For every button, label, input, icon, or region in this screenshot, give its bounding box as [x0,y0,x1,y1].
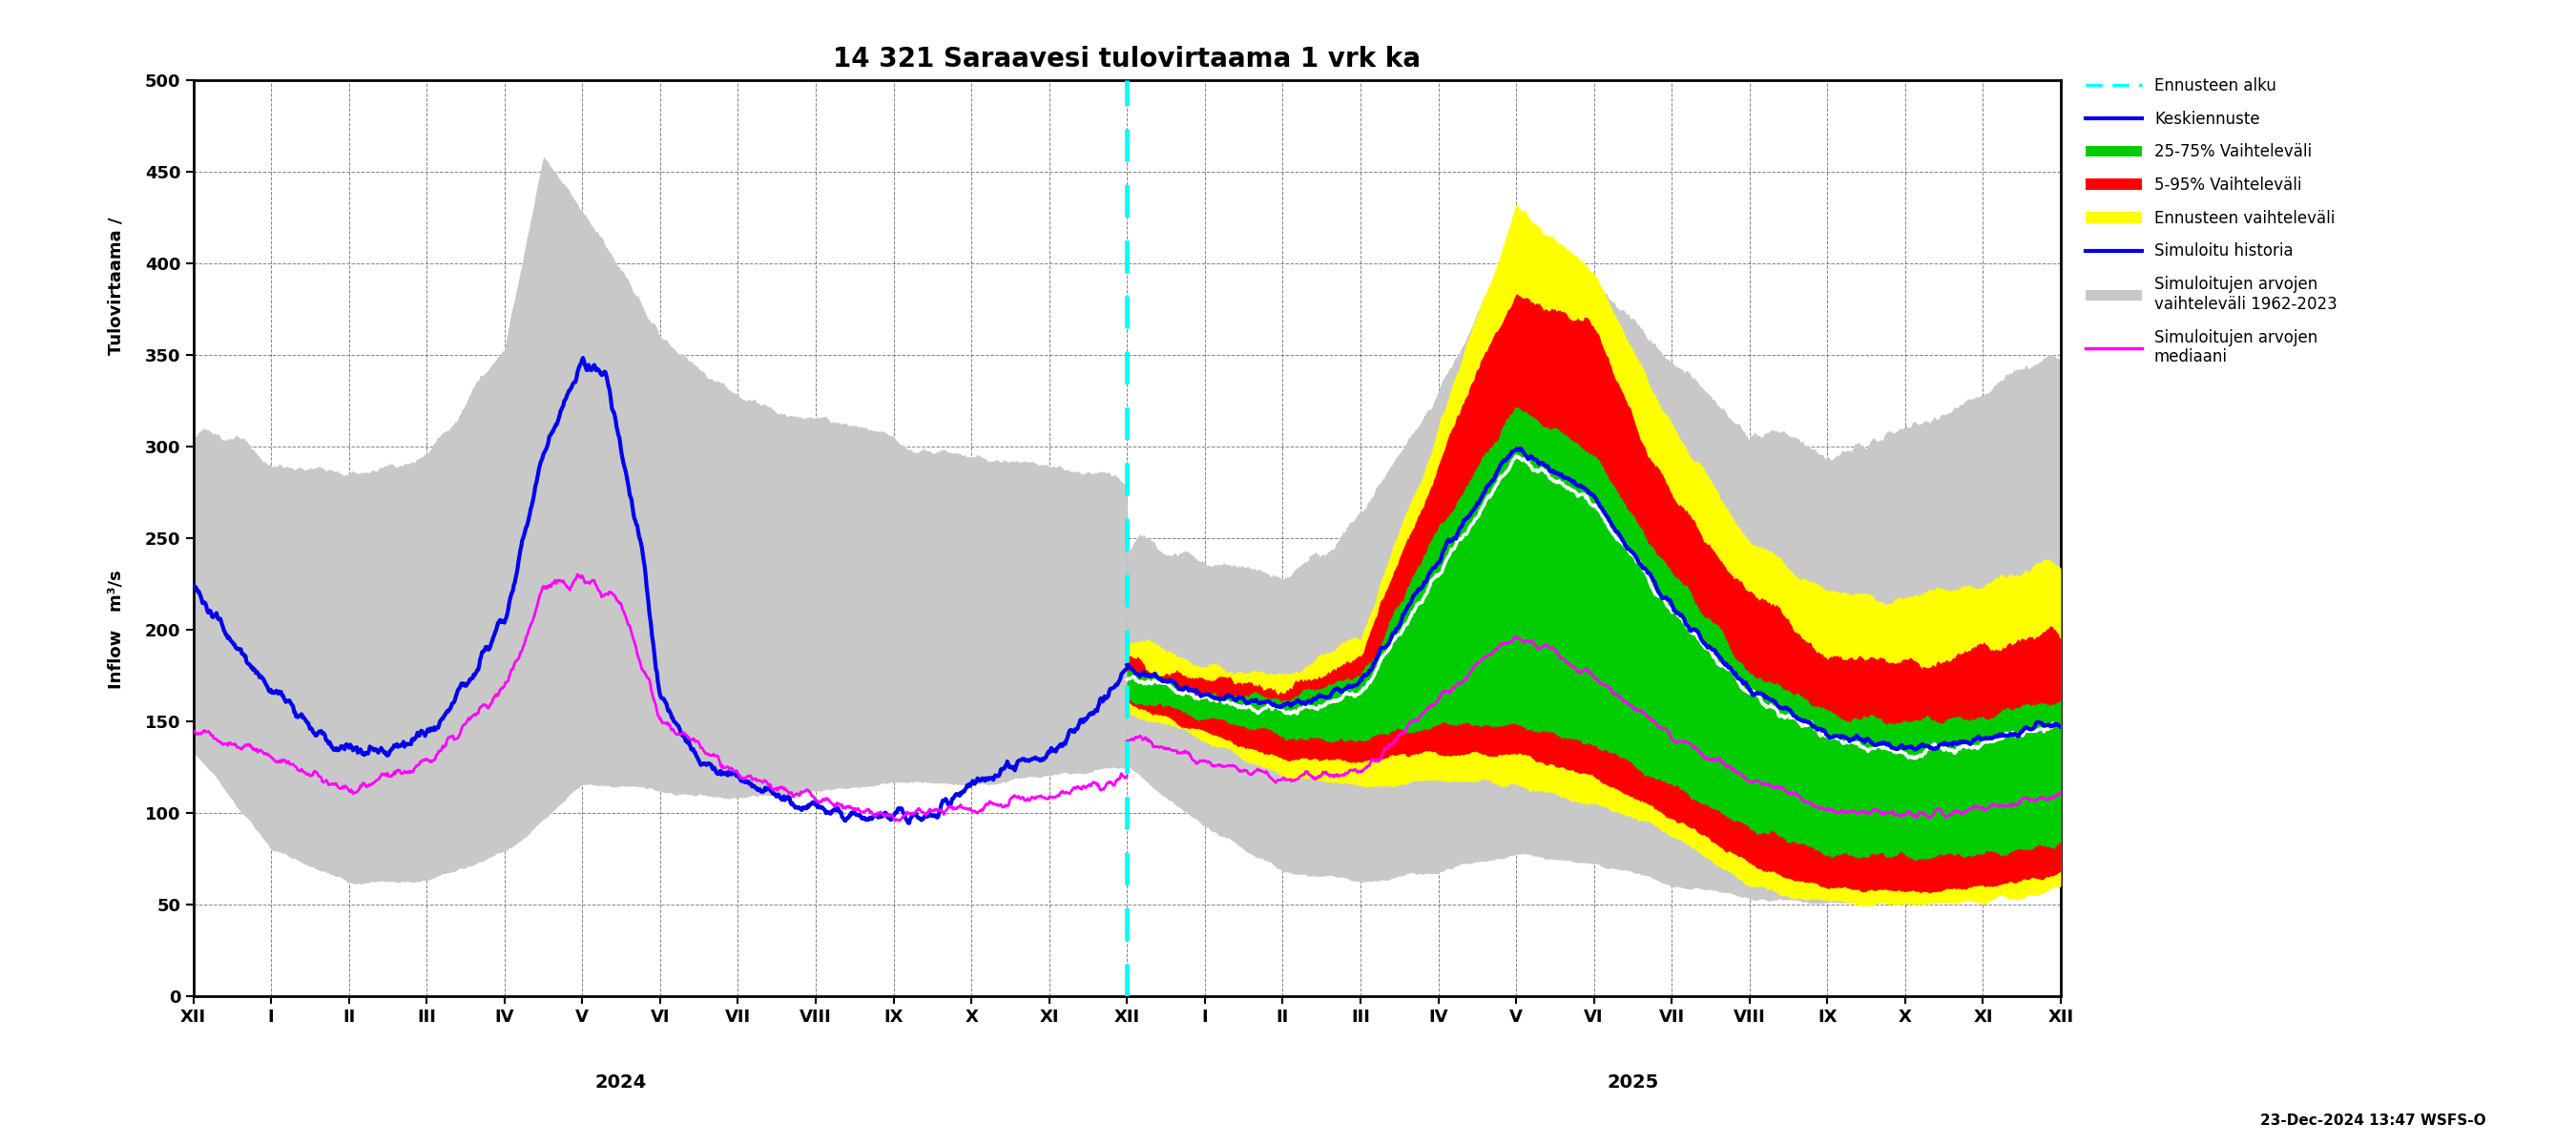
Title: 14 321 Saraavesi tulovirtaama 1 vrk ka: 14 321 Saraavesi tulovirtaama 1 vrk ka [832,46,1422,72]
Text: Tulovirtaama /: Tulovirtaama / [108,218,124,355]
Text: 2025: 2025 [1607,1073,1659,1091]
Text: 23-Dec-2024 13:47 WSFS-O: 23-Dec-2024 13:47 WSFS-O [2259,1113,2486,1128]
Text: 2024: 2024 [595,1073,647,1091]
Text: Inflow   m³/s: Inflow m³/s [108,570,124,689]
Legend: Ennusteen alku, Keskiennuste, 25-75% Vaihteleväli, 5-95% Vaihteleväli, Ennusteen: Ennusteen alku, Keskiennuste, 25-75% Vai… [2079,71,2344,372]
